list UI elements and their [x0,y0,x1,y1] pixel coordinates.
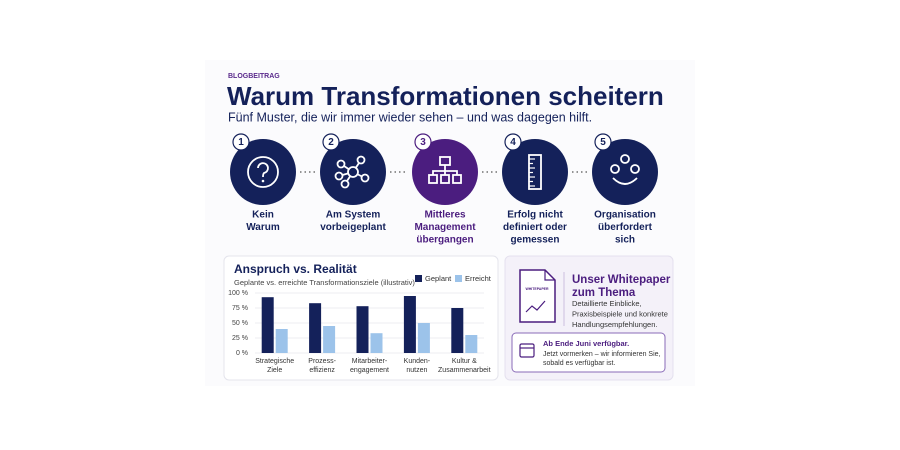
legend-swatch [455,275,462,282]
step-number: 1 [238,137,244,148]
bar [451,308,464,353]
bar [261,297,274,353]
bar [356,306,369,353]
step-number: 5 [600,137,606,148]
icon [620,154,630,164]
step-number: 4 [510,137,516,148]
step-label: definiert oder [503,222,567,233]
step-label: überfordert [598,222,653,233]
icon [428,174,438,184]
availability-note: sobald es verfügbar ist. [543,360,615,367]
step-label: Warum [246,222,280,233]
calendar-icon [519,343,535,358]
icon [257,162,269,178]
whitepaper-text: Handlungsempfehlungen. [572,320,657,329]
bar [465,335,478,353]
legend-label: Geplant [425,274,452,283]
doc-icon [544,270,555,281]
step-label: gemessen [511,235,560,246]
icon [347,166,359,178]
x-tick-label: effizienz [309,367,335,374]
step-badge [232,133,250,151]
icon [440,174,450,184]
kicker: BLOGBEITRAG [228,73,280,80]
legend-swatch [415,275,422,282]
step-label: Am System [326,210,381,221]
x-tick-label: Kultur & [452,358,477,365]
subtitle: Fünf Muster, die wir immer wieder sehen … [228,110,592,124]
step-badge [322,133,340,151]
x-tick-label: nutzen [406,367,427,374]
step-label: übergangen [416,235,473,246]
x-tick-label: Prozess- [308,358,336,365]
whitepaper-text: Detaillierte Einblicke, [572,299,642,308]
availability-box [511,332,666,373]
bar [370,333,383,353]
step-label: Organisation [594,210,656,221]
x-tick-label: Kunden- [404,358,431,365]
step-circle [502,139,568,205]
icon [452,174,462,184]
availability-note: Jetzt vormerken – wir informieren Sie, [543,351,661,358]
title: Warum Transformationen scheitern [227,81,664,111]
step-badge [594,133,612,151]
bar [275,329,288,353]
step-number: 3 [420,137,426,148]
y-tick-label: 50 % [232,320,248,327]
whitepaper-text: Praxisbeispiele und konkrete [572,309,668,318]
whitepaper-title: Unser Whitepaper [572,274,671,286]
step-label: Kein [252,210,274,221]
y-tick-label: 0 % [236,350,248,357]
step-number: 2 [328,137,334,148]
icon [334,171,344,181]
icon [336,159,346,169]
icon [261,179,265,183]
legend-label: Erreicht [465,274,492,283]
x-tick-label: Mitarbeiter- [352,358,388,365]
chart-title: Anspruch vs. Realität [234,262,357,276]
step-label: Erfolg nicht [507,210,563,221]
doc-icon [525,300,546,313]
icon [247,156,279,188]
y-tick-label: 75 % [232,305,248,312]
bar [309,303,322,353]
icon [356,155,366,165]
step-circle [592,139,658,205]
whitepaper-title: zum Thema [572,287,636,299]
bar [323,326,336,353]
icon [610,164,620,174]
icon [340,179,350,189]
step-label: Management [414,222,476,233]
icon [612,177,638,185]
bar [403,296,416,353]
step-label: Mittleres [424,210,466,221]
x-tick-label: Zusammenarbeit [438,367,491,374]
chart-subtitle: Geplante vs. erreichte Transformationszi… [234,278,415,287]
step-badge [504,133,522,151]
step-label: vorbeigeplant [320,222,386,233]
icon [630,164,640,174]
availability: Ab Ende Juni verfügbar. [543,339,629,348]
bar [417,323,430,353]
step-label: sich [615,235,635,246]
x-tick-label: Strategische [255,358,294,365]
icon [360,173,370,183]
x-tick-label: engagement [350,367,389,374]
step-badge [414,133,432,151]
doc-label: WHITEPAPER [525,287,549,291]
x-tick-label: Ziele [267,367,282,374]
step-circle [230,139,296,205]
doc-icon [519,269,556,323]
y-tick-label: 25 % [232,335,248,342]
y-tick-label: 100 % [228,290,248,297]
